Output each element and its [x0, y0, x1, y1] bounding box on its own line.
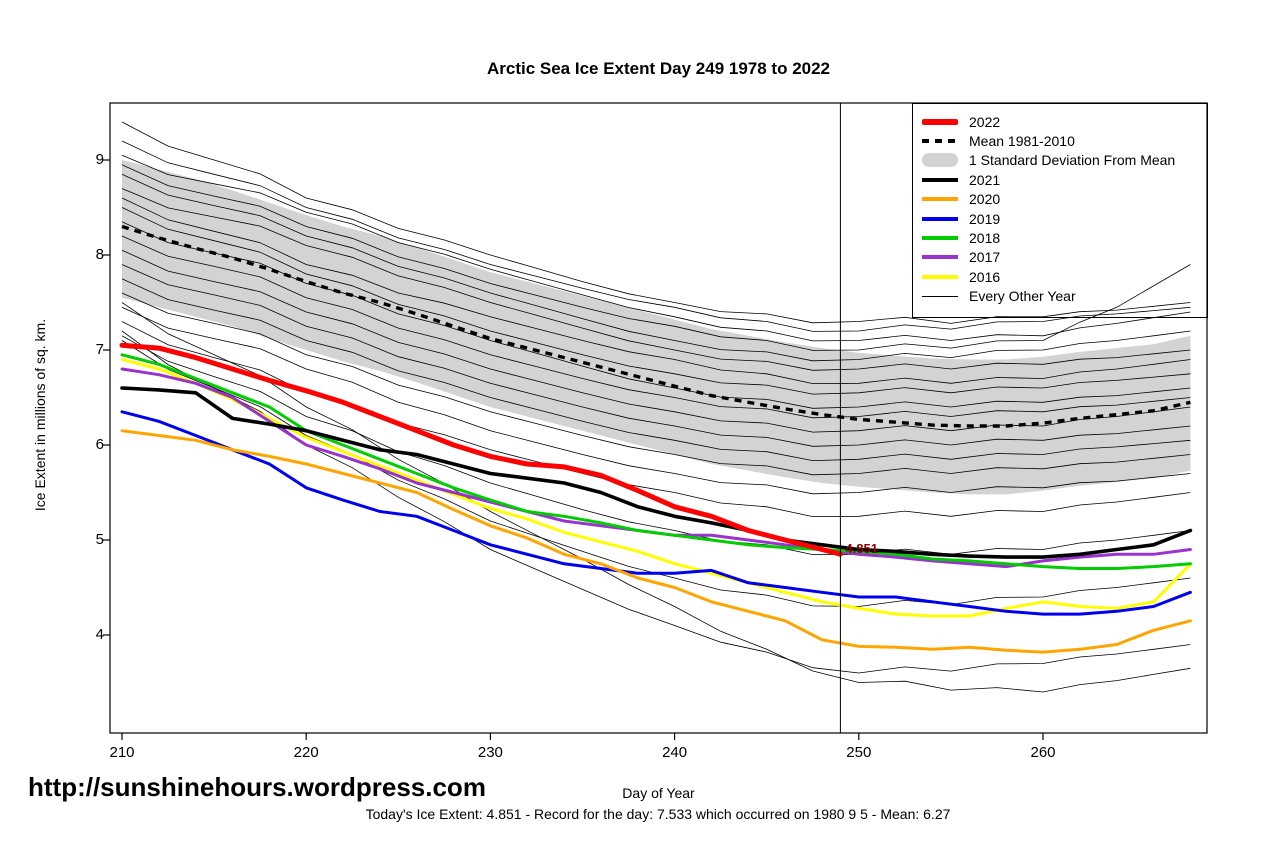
y-tick-label: 6 — [95, 436, 104, 453]
current-value-annotation: 4.851 — [845, 541, 878, 557]
legend-item-2022: 2022 — [913, 112, 1207, 131]
x-tick-label: 210 — [109, 744, 135, 761]
every-other-year-line — [121, 188, 1191, 371]
x-tick-label: 260 — [1030, 744, 1056, 761]
y-tick-label: 4 — [95, 626, 104, 643]
legend-label: 2021 — [969, 171, 1001, 188]
y-tick-label: 5 — [95, 531, 104, 548]
every-other-year-line — [121, 164, 1191, 351]
legend-label: 2022 — [969, 113, 1001, 130]
std-dev-band — [122, 160, 1191, 495]
every-other-year-line — [121, 278, 1191, 462]
legend: 2022 Mean 1981-2010 1 Standard Deviation F… — [912, 103, 1208, 318]
legend-label: Every Other Year — [969, 288, 1076, 305]
legend-item-2016: 2016 — [913, 267, 1207, 286]
every-other-year-line — [121, 249, 1191, 433]
site-url-text: http://sunshinehours.wordpress.com — [28, 772, 486, 802]
legend-swatch-medium — [922, 197, 958, 202]
legend-item-2020: 2020 — [913, 190, 1207, 209]
legend-swatch-medium — [922, 177, 958, 182]
y-tick-label: 9 — [95, 151, 104, 168]
x-tick-label: 240 — [662, 744, 688, 761]
legend-label: 2017 — [969, 249, 1001, 266]
legend-swatch-dashed — [922, 139, 958, 144]
y-tick-label: 8 — [95, 246, 104, 263]
every-other-year-line — [121, 154, 1191, 342]
series-2019-line — [120, 410, 1192, 616]
legend-item-2018: 2018 — [913, 228, 1207, 247]
every-other-year-line — [121, 235, 1191, 419]
series-2021-line — [120, 386, 1193, 559]
every-other-year-line — [121, 173, 1191, 362]
legend-swatch-medium — [922, 274, 958, 279]
series-2016-line — [120, 358, 1192, 618]
legend-swatch-medium — [922, 255, 958, 260]
every-other-year-line — [121, 221, 1191, 409]
every-other-year-line — [121, 264, 1191, 447]
legend-item-2021: 2021 — [913, 170, 1207, 189]
legend-label: 2018 — [969, 230, 1001, 247]
legend-swatch-medium — [922, 216, 958, 221]
legend-item-1-standard-deviation-from-mean: 1 Standard Deviation From Mean — [913, 151, 1207, 170]
every-other-year-line — [121, 306, 1191, 495]
legend-label: 2020 — [969, 191, 1001, 208]
series-2022-line — [119, 342, 843, 557]
every-other-year-line — [121, 292, 1191, 476]
legend-swatch-thick — [922, 118, 958, 125]
every-other-year-line — [121, 340, 1191, 607]
legend-label: 1 Standard Deviation From Mean — [969, 152, 1176, 169]
legend-item-2017: 2017 — [913, 248, 1207, 267]
every-other-year-line — [121, 207, 1191, 395]
x-tick-label: 250 — [846, 744, 872, 761]
x-tick-label: 220 — [293, 744, 319, 761]
mean-1981-2010-line — [121, 224, 1191, 428]
legend-swatch-thin — [922, 295, 958, 297]
stats-line: Today's Ice Extent: 4.851 - Record for t… — [365, 806, 951, 822]
x-axis-label: Day of Year — [622, 785, 695, 801]
every-other-year-line — [121, 302, 1191, 693]
legend-item-every-other-year: Every Other Year — [913, 287, 1207, 306]
every-other-year-line — [121, 335, 1191, 556]
legend-swatch-band — [922, 153, 958, 168]
series-2018-line — [120, 353, 1192, 570]
plot-border — [109, 102, 1208, 734]
legend-item-2019: 2019 — [913, 209, 1207, 228]
x-tick-label: 230 — [477, 744, 503, 761]
legend-swatch-medium — [922, 236, 958, 241]
legend-label: Mean 1981-2010 — [969, 133, 1075, 150]
legend-label: 2019 — [969, 210, 1001, 227]
every-other-year-line — [121, 121, 1191, 324]
legend-label: 2016 — [969, 268, 1001, 285]
series-2020-line — [120, 429, 1192, 654]
y-tick-label: 7 — [95, 341, 104, 358]
chart-title: Arctic Sea Ice Extent Day 249 1978 to 20… — [486, 59, 831, 78]
legend-item-mean-1981-2010: Mean 1981-2010 — [913, 131, 1207, 150]
y-axis-label: Ice Extent in millions of sq. km. — [32, 318, 48, 512]
every-other-year-line — [121, 140, 1191, 332]
every-other-year-line — [121, 197, 1191, 385]
